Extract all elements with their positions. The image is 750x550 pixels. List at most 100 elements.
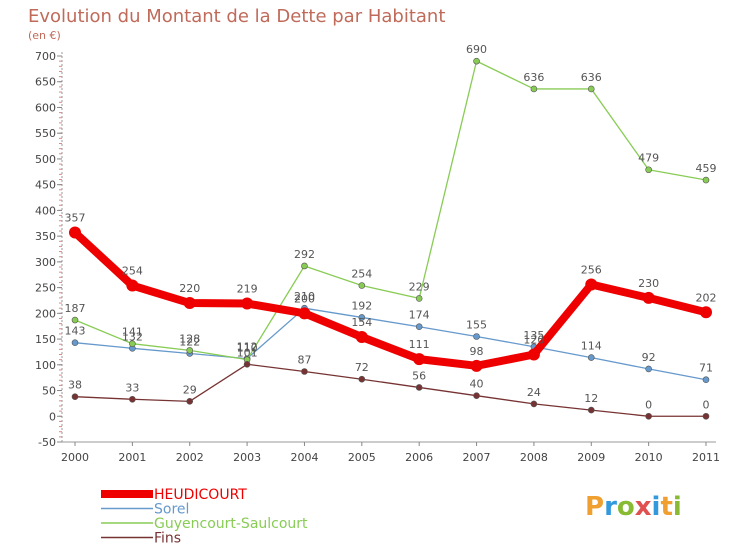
x-tick-label: 2002 xyxy=(176,451,204,464)
data-point xyxy=(71,393,79,401)
data-label: 141 xyxy=(122,326,143,339)
data-label: 92 xyxy=(642,351,656,364)
data-label: 202 xyxy=(696,291,717,304)
y-tick-label: 700 xyxy=(35,50,56,63)
data-label: 357 xyxy=(65,212,86,225)
x-tick-label: 2004 xyxy=(290,451,318,464)
data-point xyxy=(645,412,652,420)
data-label: 111 xyxy=(409,338,430,351)
data-point xyxy=(241,297,254,310)
data-label: 200 xyxy=(294,292,315,305)
y-tick-label: 0 xyxy=(49,410,56,423)
x-tick-label: 2005 xyxy=(348,451,376,464)
data-point xyxy=(355,331,368,344)
data-label: 155 xyxy=(466,318,487,331)
data-point xyxy=(413,353,426,366)
data-label: 220 xyxy=(179,282,200,295)
y-tick-label: 350 xyxy=(35,230,56,243)
data-label: 636 xyxy=(523,71,544,84)
data-label: 56 xyxy=(412,369,426,382)
y-tick-label: 650 xyxy=(35,76,56,89)
data-label: 0 xyxy=(645,398,652,411)
y-tick-label: 300 xyxy=(35,256,56,269)
data-point xyxy=(415,384,423,391)
data-point xyxy=(415,323,423,331)
y-tick-label: 500 xyxy=(35,153,56,166)
data-point xyxy=(71,339,79,346)
data-label: 210 xyxy=(294,290,315,303)
data-label: 187 xyxy=(65,302,86,315)
x-tick-label: 2001 xyxy=(118,451,146,464)
data-label: 87 xyxy=(297,353,311,366)
x-tick-label: 2007 xyxy=(463,451,491,464)
data-label: 12 xyxy=(584,392,598,405)
data-label: 230 xyxy=(638,277,659,290)
data-label: 101 xyxy=(237,346,258,359)
y-tick-label: -50 xyxy=(38,436,56,449)
data-point xyxy=(358,375,366,383)
y-tick-label: 550 xyxy=(35,127,56,140)
data-label: 120 xyxy=(523,334,544,347)
data-label: 174 xyxy=(409,309,430,322)
data-point xyxy=(186,347,194,354)
y-tick-label: 450 xyxy=(35,179,56,192)
data-label: 636 xyxy=(581,71,602,84)
x-tick-label: 2003 xyxy=(233,451,261,464)
data-label: 154 xyxy=(351,316,372,329)
data-point xyxy=(527,348,540,361)
data-point xyxy=(585,278,598,291)
y-tick-label: 200 xyxy=(35,307,56,320)
legend-label: Guyencourt-Saulcourt xyxy=(154,516,308,532)
data-point xyxy=(587,85,595,93)
data-label: 71 xyxy=(699,362,713,375)
data-label: 229 xyxy=(409,280,430,293)
data-label: 98 xyxy=(470,345,484,358)
data-label: 112 xyxy=(237,341,258,354)
data-point xyxy=(473,57,480,65)
data-label: 33 xyxy=(125,381,139,394)
data-label: 132 xyxy=(122,330,143,343)
y-tick-label: 100 xyxy=(35,359,56,372)
proxiti-logo: Proxiti xyxy=(585,492,682,522)
data-point xyxy=(358,282,366,289)
data-point xyxy=(129,340,136,347)
legend-label: HEUDICOURT xyxy=(154,487,247,503)
data-point xyxy=(129,395,136,403)
y-tick-label: 150 xyxy=(35,333,56,346)
x-tick-label: 2011 xyxy=(692,451,720,464)
x-tick-label: 2009 xyxy=(577,451,605,464)
data-label: 38 xyxy=(68,379,82,392)
data-point xyxy=(126,279,139,292)
legend-label: Sorel xyxy=(154,502,189,518)
data-point xyxy=(645,166,652,174)
series-layer xyxy=(69,57,712,420)
data-label: 690 xyxy=(466,43,487,56)
data-point xyxy=(702,412,710,420)
x-tick-label: 2008 xyxy=(520,451,548,464)
data-point xyxy=(415,295,423,302)
data-point xyxy=(470,359,483,372)
chart-subtitle: (en €) xyxy=(28,29,61,42)
data-point xyxy=(243,360,251,368)
series-line-heudicourt xyxy=(71,228,710,370)
data-point xyxy=(473,392,480,399)
data-point xyxy=(186,398,194,405)
data-label: 128 xyxy=(179,332,200,345)
data-point xyxy=(301,262,308,270)
data-label: 219 xyxy=(237,283,258,296)
data-label: 254 xyxy=(351,268,372,281)
data-point xyxy=(301,368,308,375)
data-point xyxy=(358,314,366,321)
data-label: 24 xyxy=(527,386,541,399)
data-label: 40 xyxy=(470,378,484,391)
axes: -500501001502002503003504004505005506006… xyxy=(35,50,720,464)
data-point xyxy=(298,307,311,320)
y-tick-label: 50 xyxy=(42,385,56,398)
data-label: 114 xyxy=(581,340,602,353)
data-point xyxy=(530,85,538,93)
y-tick-label: 250 xyxy=(35,282,56,295)
x-tick-label: 2010 xyxy=(635,451,663,464)
data-label: 459 xyxy=(696,162,717,175)
data-point xyxy=(700,306,712,319)
